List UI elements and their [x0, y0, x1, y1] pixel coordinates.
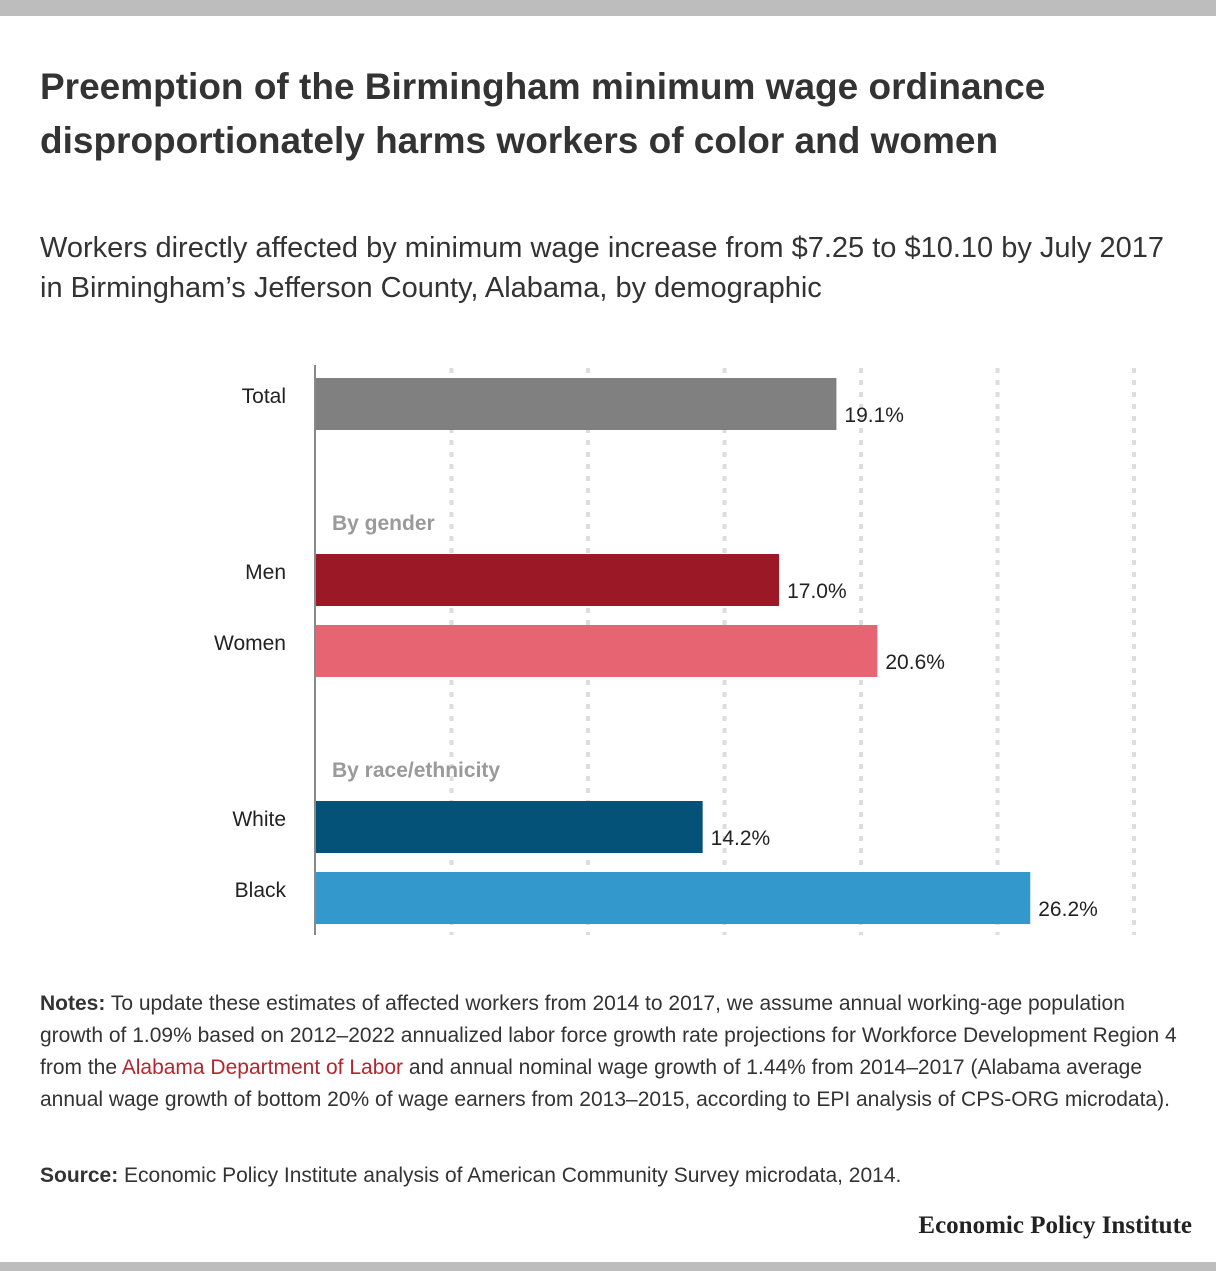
- category-label: Black: [235, 879, 287, 902]
- chart-title: Preemption of the Birmingham minimum wag…: [40, 66, 1046, 161]
- top-border: [0, 0, 1216, 16]
- bar: [315, 378, 837, 430]
- source-label: Source:: [40, 1164, 119, 1187]
- data-label: 19.1%: [844, 404, 904, 427]
- bar-chart: Total 19.1% By gender Men 17.0% Women 20.6% By …: [214, 365, 1136, 935]
- bar: [315, 554, 780, 606]
- bar: [315, 625, 878, 677]
- data-label: 20.6%: [885, 651, 945, 674]
- chart-subtitle: Workers directly affected by minimum wag…: [40, 232, 1165, 304]
- notes-text-after: and annual nominal wage growth of 1.44% …: [40, 1056, 1170, 1111]
- source-text: Economic Policy Institute analysis of Am…: [124, 1164, 902, 1187]
- epi-logo: Economic Policy Institute: [918, 1212, 1192, 1239]
- notes: Notes: To update these estimates of affe…: [40, 988, 1180, 1116]
- bar: [315, 872, 1031, 924]
- category-label: White: [232, 808, 286, 831]
- data-label: 14.2%: [711, 827, 771, 850]
- category-label: Total: [242, 385, 286, 408]
- notes-text-before: To update these estimates of affected wo…: [40, 992, 1177, 1079]
- bottom-border: [0, 1262, 1216, 1271]
- group-heading: By race/ethnicity: [332, 759, 500, 782]
- notes-label: Notes:: [40, 992, 106, 1015]
- category-label: Women: [214, 632, 286, 655]
- alabama-dol-link[interactable]: Alabama Department of Labor: [121, 1056, 404, 1079]
- data-label: 26.2%: [1038, 898, 1098, 921]
- source: Source: Economic Policy Institute analys…: [40, 1160, 1180, 1192]
- category-label: Men: [245, 561, 286, 584]
- group-heading: By gender: [332, 512, 435, 535]
- data-label: 17.0%: [787, 580, 847, 603]
- bar: [315, 801, 703, 853]
